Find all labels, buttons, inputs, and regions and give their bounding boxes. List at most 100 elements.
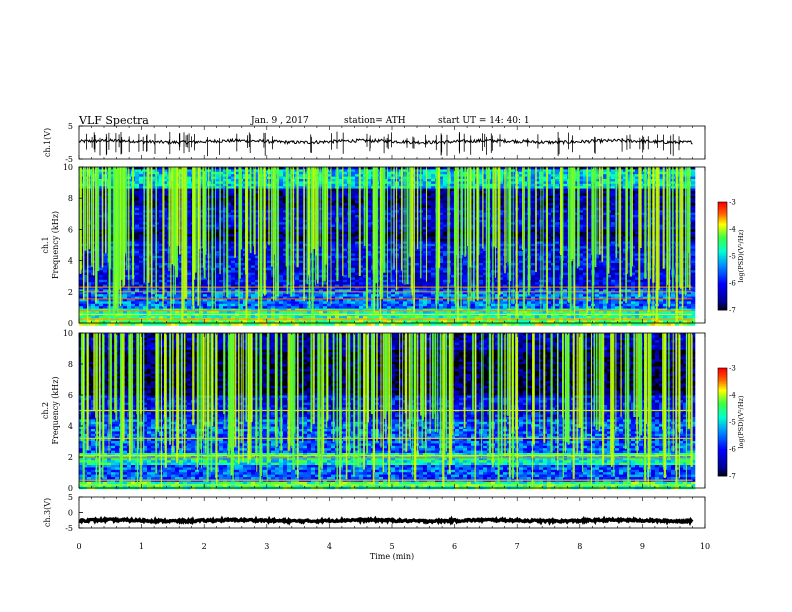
ch1-spectrogram-cell [351, 181, 355, 184]
ch1-spectrogram-cell [207, 294, 211, 297]
ch1-spectrogram-cell [219, 280, 223, 283]
ch1-spectrogram-cell [279, 306, 283, 309]
ch1-spectrogram-cell [331, 222, 335, 225]
ch1-spectrogram-cell [231, 323, 235, 326]
ch1-spectrogram-cell [319, 311, 323, 314]
ch1-spectrogram-cell [151, 311, 155, 314]
ch1-spectrogram-cell [343, 181, 347, 184]
ch1-spectrogram-cell [135, 261, 139, 264]
ch1-spectrogram-cell [343, 217, 347, 220]
ch1-spectrogram-cell [295, 306, 299, 309]
ch1-spectrogram-cell [319, 301, 323, 304]
ch1-spectrogram-cell [323, 316, 327, 319]
ch1-spectrogram-cell [259, 311, 263, 314]
ch1-spectrogram-cell [79, 275, 83, 278]
ch1-spectrogram-cell [299, 251, 303, 254]
ch1-spectrogram-cell [79, 306, 83, 309]
ch1-spectrogram-cell [343, 253, 347, 256]
ch1-spectrogram-cell [139, 234, 143, 237]
ch1-spectrogram-cell [355, 208, 359, 211]
ch1-spectrogram-cell [327, 304, 331, 307]
ch1-spectrogram-cell [331, 210, 335, 213]
ch1-spectrogram-cell [187, 301, 191, 304]
ch1-spectrogram-cell [343, 251, 347, 254]
ch1-spectrogram-cell [279, 167, 283, 170]
ch1-spectrogram-cell [139, 179, 143, 182]
ch1-spectrogram-cell [231, 282, 235, 285]
ch1-spectrogram-image [79, 167, 695, 326]
ch1-spectrogram-cell [363, 323, 367, 326]
ch1-spectrogram-cell [343, 316, 347, 319]
ch1-spectrogram-cell [279, 193, 283, 196]
ch1-spectrogram-cell [355, 316, 359, 319]
ch1-spectrogram-cell [91, 294, 95, 297]
ch1-spectrogram-cell [279, 237, 283, 240]
ch1-spectrogram-cell [351, 265, 355, 268]
ch1-spectrogram-cell [267, 246, 271, 249]
ch1-spectrogram-cell [351, 169, 355, 172]
ch1-spectrogram-cell [203, 304, 207, 307]
ch1-spectrogram-cell [319, 316, 323, 319]
ch1-spectrogram-cell [107, 323, 111, 326]
ch1-spectrogram-cell [291, 306, 295, 309]
ch1-spectrogram-cell [331, 191, 335, 194]
ch1-spectrogram-cell [103, 265, 107, 268]
ch1-spectrogram-cell [355, 201, 359, 204]
ch1-spectrogram-cell [299, 273, 303, 276]
ch1-spectrogram-cell [355, 227, 359, 230]
ch1-spectrogram-cell [291, 323, 295, 326]
ch1-spectrogram-cell [299, 244, 303, 247]
ch1-spectrogram-cell [343, 189, 347, 192]
ch1-spectrogram-cell [187, 246, 191, 249]
ch1-spectrogram-cell [299, 174, 303, 177]
ch1-spectrogram-cell [99, 311, 103, 314]
ch1-spectrogram-cell [231, 301, 235, 304]
ch1-spectrogram-cell [139, 265, 143, 268]
ch1-spectrogram-cell [299, 169, 303, 172]
ch1-spectrogram-cell [187, 251, 191, 254]
ch1-spectrogram-cell [331, 225, 335, 228]
ch1-spectrogram-cell [279, 217, 283, 220]
ch1-spectrogram-cell [151, 301, 155, 304]
ch1-spectrogram-cell [251, 258, 255, 261]
ch1-spectrogram-cell [103, 306, 107, 309]
ch1-spectrogram-cell [299, 220, 303, 223]
ch1-spectrogram-cell [331, 268, 335, 271]
ch1-spectrogram-cell [139, 270, 143, 273]
ch1-spectrogram-cell [355, 181, 359, 184]
ch1-spectrogram-cell [299, 193, 303, 196]
ch1-spectrogram-cell [231, 316, 235, 319]
ch1-spectrogram-cell [187, 217, 191, 220]
ch1-spectrogram-cell [351, 244, 355, 247]
ch1-spectrogram-cell [187, 184, 191, 187]
ch1-spectrogram-cell [187, 205, 191, 208]
ch1-spectrogram-cell [203, 280, 207, 283]
ch1-spectrogram-cell [135, 234, 139, 237]
ch1-spectrogram-cell [343, 177, 347, 180]
ch1-spectrogram-cell [327, 311, 331, 314]
ch1-spectrogram-cell [131, 301, 135, 304]
ch1-spectrogram-cell [79, 301, 83, 304]
ch1-spectrogram-cell [223, 323, 227, 326]
ch1-spectrogram-cell [331, 196, 335, 199]
ch1-spectrogram-cell [139, 249, 143, 252]
ch1-spectrogram-cell [103, 323, 107, 326]
ch1-spectrogram-cell [299, 249, 303, 252]
ch1-spectrogram-cell [343, 210, 347, 213]
ch1-spectrogram-cell [355, 205, 359, 208]
ch1-spectrogram-cell [135, 294, 139, 297]
ch1-spectrogram-cell [227, 316, 231, 319]
ch1-spectrogram-cell [331, 261, 335, 264]
ch1-spectrogram-cell [279, 177, 283, 180]
ch1-spectrogram-cell [127, 323, 131, 326]
ch1-spectrogram-cell [139, 196, 143, 199]
ch1-spectrogram-cell [187, 229, 191, 232]
ch1-spectrogram-cell [343, 172, 347, 175]
ch1-spectrogram-cell [351, 251, 355, 254]
ch1-spectrogram-cell [343, 169, 347, 172]
ch1-spectrogram-cell [207, 311, 211, 314]
ch1-spectrogram-cell [351, 311, 355, 314]
ch1-spectrogram-cell [155, 311, 159, 314]
ch1-spectrogram-cell [103, 294, 107, 297]
ch1-spectrogram-cell [283, 311, 287, 314]
